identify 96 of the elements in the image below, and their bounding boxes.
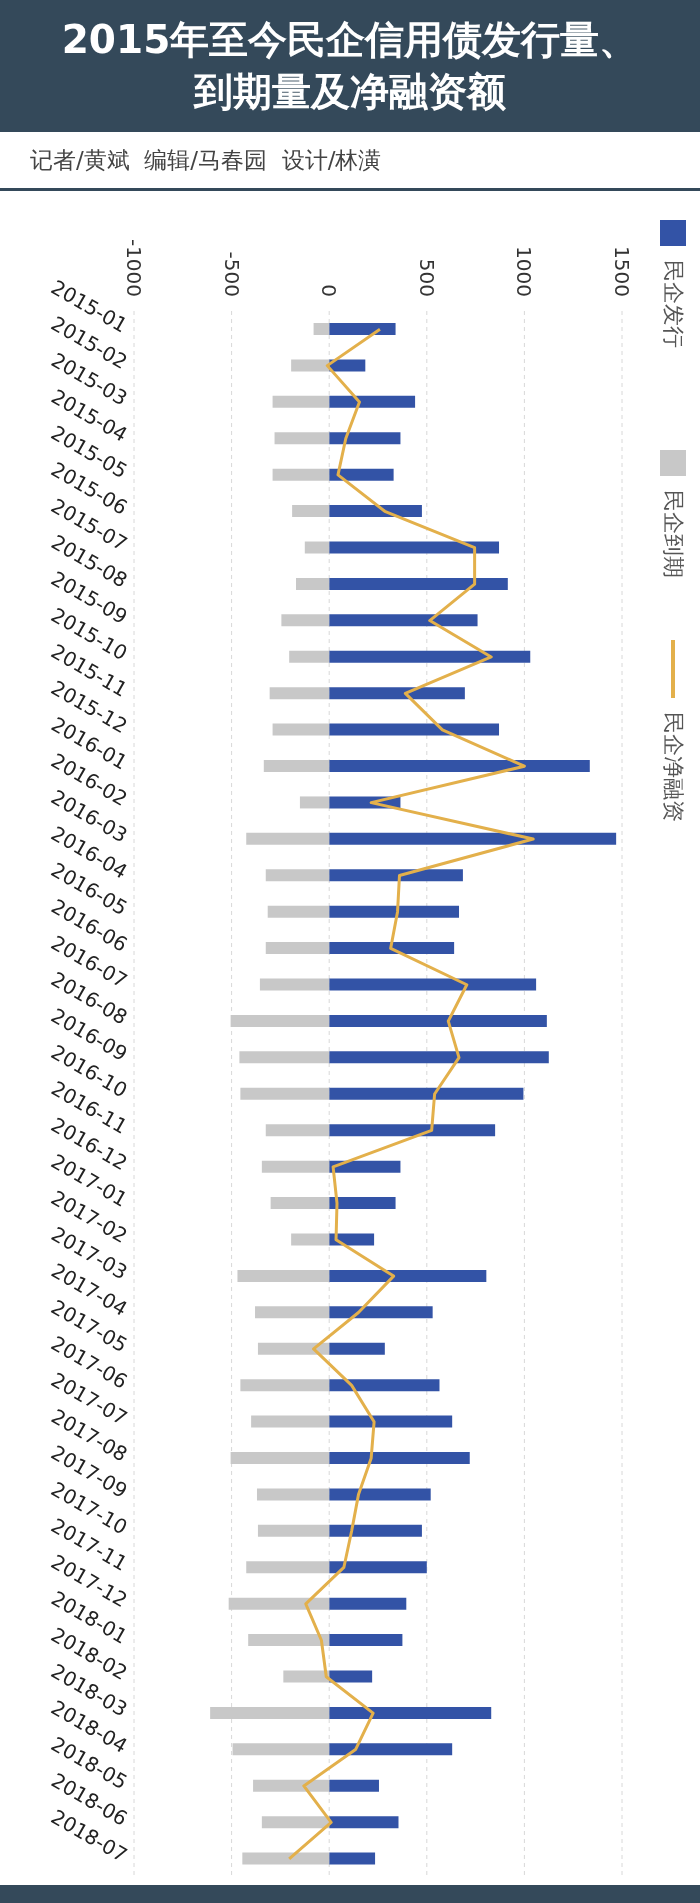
bar [248, 1634, 330, 1647]
bar [329, 1634, 403, 1647]
bar [296, 577, 330, 590]
bar [329, 1597, 407, 1610]
bar [329, 869, 463, 882]
bar [274, 432, 330, 445]
chart-subtitle: 记者/黄斌 编辑/马春园 设计/林潢 [29, 146, 383, 175]
bar [265, 869, 330, 882]
x-tick-label: -1000 [122, 238, 146, 297]
bar [255, 1306, 330, 1319]
legend-label: 民企到期 [660, 490, 686, 578]
bar [329, 323, 396, 335]
x-tick-label: 1000 [512, 246, 537, 297]
bar [329, 1379, 440, 1392]
bar [329, 760, 590, 773]
bar [329, 650, 531, 663]
bar [329, 1451, 470, 1464]
bar [289, 650, 330, 663]
bar [329, 432, 401, 445]
bar [329, 832, 617, 845]
bar [329, 1233, 375, 1246]
bar [329, 1779, 379, 1792]
bar [265, 1124, 330, 1137]
bar [329, 1488, 431, 1501]
bar [239, 1051, 330, 1064]
bar [329, 1342, 385, 1355]
bar [210, 1706, 330, 1719]
bar [283, 1670, 330, 1683]
bar [246, 832, 330, 845]
bar [329, 614, 478, 627]
bar [329, 1706, 492, 1719]
bar [291, 1233, 330, 1246]
bar [329, 1051, 549, 1064]
bar [304, 541, 330, 554]
bar [256, 1488, 330, 1501]
bar [240, 1087, 330, 1100]
bar [251, 1415, 330, 1428]
bar [329, 1124, 496, 1137]
bar [237, 1269, 330, 1282]
bar [329, 1852, 376, 1865]
bar [228, 1597, 330, 1610]
bar [291, 359, 330, 372]
bar [257, 1524, 330, 1537]
bar [329, 359, 366, 372]
bar [246, 1561, 330, 1574]
bar [329, 687, 465, 700]
bar [329, 978, 537, 991]
bar [253, 1779, 330, 1792]
bar [259, 978, 330, 991]
bar [329, 468, 394, 481]
bar [329, 905, 460, 918]
bar [329, 1561, 427, 1574]
x-tick-label: 1500 [610, 246, 634, 297]
bar [329, 1197, 396, 1210]
bar [313, 323, 330, 335]
bar [257, 1342, 330, 1355]
bar [269, 687, 330, 700]
bar [329, 1269, 487, 1282]
bar [230, 1014, 330, 1027]
bar [267, 905, 330, 918]
bar [265, 942, 330, 955]
bar [240, 1379, 330, 1392]
bar [329, 1087, 524, 1100]
bar [292, 505, 330, 518]
bar [272, 723, 330, 736]
bar [329, 1160, 401, 1173]
bar [230, 1451, 330, 1464]
bar [261, 1816, 330, 1829]
text: 民企净融资 [660, 712, 686, 822]
bar [329, 1415, 453, 1428]
bar [329, 1524, 422, 1537]
legend-label: 民企发行 [660, 260, 686, 348]
bar [270, 1197, 330, 1210]
x-tick-label: 500 [414, 258, 439, 297]
x-tick-label: -500 [219, 251, 244, 297]
bar [281, 614, 330, 627]
bar [272, 468, 330, 481]
bar [329, 577, 508, 590]
bar [299, 796, 330, 809]
bar [329, 942, 455, 955]
bar [329, 505, 422, 518]
bar [232, 1743, 330, 1756]
bar [329, 1670, 373, 1683]
bar [329, 541, 500, 554]
chart-title: 2015年至今民企信用债发行量、到期量及净融资额 [60, 16, 640, 116]
bar [272, 395, 330, 408]
bar [261, 1160, 330, 1173]
bar [329, 395, 416, 408]
x-tick-label: 0 [317, 284, 342, 297]
bar [329, 1306, 433, 1319]
bar [263, 760, 330, 773]
bar [329, 1014, 547, 1027]
bar [329, 1743, 453, 1756]
bar [329, 1816, 399, 1829]
bar [242, 1852, 330, 1865]
bar [329, 723, 500, 736]
